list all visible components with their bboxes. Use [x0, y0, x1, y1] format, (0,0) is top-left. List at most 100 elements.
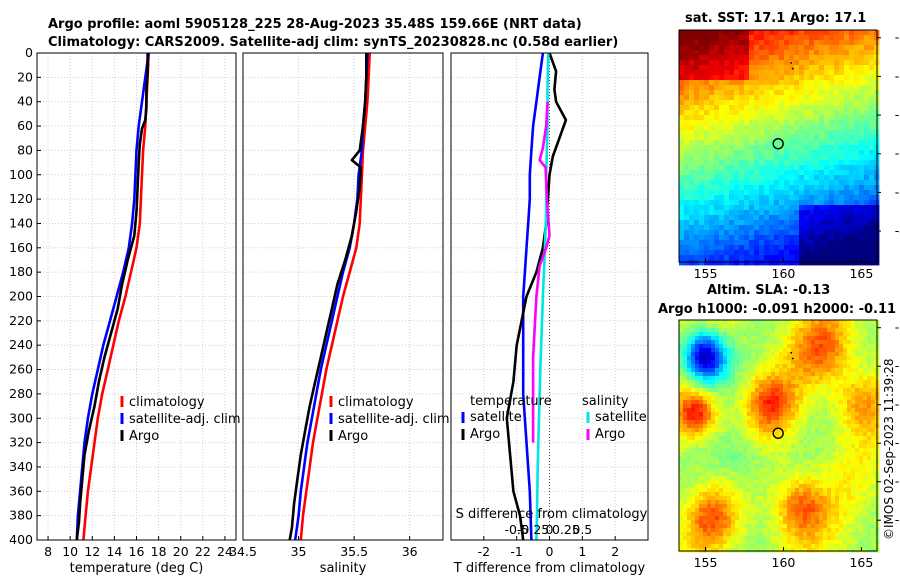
x-tick-label: 155 — [694, 555, 718, 570]
series-line-argo — [75, 53, 149, 541]
x-tick-label: -1 — [510, 544, 522, 559]
sla-map-title-1: Altim. SLA: -0.13 — [707, 283, 830, 298]
y-tick-label: -34 — [895, 107, 900, 122]
y-tick-label: 60 — [17, 118, 33, 133]
axes-frame — [242, 52, 444, 541]
copyright-stamp: ©IMOS 02-Sep-2023 11:39:28 — [882, 358, 896, 540]
y-tick-label: 0 — [25, 45, 33, 60]
x-tick-label: 36 — [402, 544, 418, 559]
y-tick-label: 20 — [17, 69, 33, 84]
series-line-salinity-argo — [531, 101, 551, 443]
x-tick-label: 35 — [291, 544, 307, 559]
y-tick-label: 220 — [9, 313, 33, 328]
y-tick-label: -40 — [895, 223, 900, 238]
legend-label: satellite-adj. clim — [129, 412, 241, 427]
s-tick-label: 0.5 — [572, 522, 592, 537]
legend-label: climatology — [338, 395, 414, 410]
x-tick-label: 155 — [694, 266, 718, 281]
series-line-climatology — [82, 52, 150, 541]
y-tick-label: -32 — [895, 68, 900, 83]
difference-panel: -2 -1 0 1 2 T difference from climatology S di… — [450, 52, 649, 576]
legend-title-temperature: temperature — [470, 394, 552, 409]
y-tick-label: 180 — [9, 264, 33, 279]
y-tick-label: -38 — [895, 184, 900, 199]
x-tick-label: 22 — [195, 544, 211, 559]
series-line-climatology — [299, 52, 371, 541]
y-tick-label: 160 — [9, 240, 33, 255]
x-axis-label: temperature (deg C) — [70, 561, 204, 576]
legend-label: Argo — [338, 429, 368, 444]
legend-label: climatology — [129, 395, 205, 410]
s-tick-label: 0 — [546, 522, 554, 537]
x-tick-label: 160 — [772, 266, 796, 281]
s-tick-label: -0.5 — [504, 522, 528, 537]
sst-map-title: sat. SST: 17.1 Argo: 17.1 — [685, 11, 866, 26]
x-tick-label: 8 — [44, 544, 52, 559]
x-tick-label: 20 — [173, 544, 189, 559]
x-tick-label: 12 — [84, 544, 100, 559]
s-tick-label: 0.25 — [552, 522, 580, 537]
y-tick-label: 80 — [17, 142, 33, 157]
y-tick-label: -30 — [895, 320, 900, 335]
x-tick-label: 165 — [849, 266, 873, 281]
legend-label: satellite-adj. clim — [338, 412, 450, 427]
x-tick-label: 16 — [129, 544, 145, 559]
sla-map-title-2: Argo h1000: -0.091 h2000: -0.11 — [658, 302, 896, 317]
x-tick-label: 0 — [546, 544, 554, 559]
argo-float-marker — [772, 427, 784, 439]
x-tick-label: 165 — [849, 555, 873, 570]
x-tick-label: 10 — [62, 544, 78, 559]
legend-label: Argo — [595, 427, 625, 442]
title-line-2: Climatology: CARS2009. Satellite-adj cli… — [48, 35, 618, 50]
map-frame — [678, 319, 878, 552]
y-tick-label: -30 — [895, 30, 900, 45]
top-axis-label: S difference from climatology — [456, 507, 648, 522]
x-axis-label: salinity — [320, 561, 367, 576]
y-tick-label: 200 — [9, 289, 33, 304]
y-tick-label: -32 — [895, 358, 900, 373]
argo-float-marker — [772, 137, 784, 150]
series-line-argo — [288, 53, 368, 541]
y-tick-label: 300 — [9, 410, 33, 425]
salinity-panel: 34.5 35 35.5 36 salinity climatology satellite… — [229, 52, 450, 576]
x-tick-label: 35.5 — [340, 544, 368, 559]
x-tick-label: 160 — [772, 555, 796, 570]
y-tick-label: -34 — [895, 397, 900, 412]
coast-dot — [791, 357, 794, 360]
y-tick-label: -36 — [895, 435, 900, 450]
series-line-temperature-argo — [505, 52, 568, 541]
y-tick-label: 140 — [9, 215, 33, 230]
x-tick-label: 24 — [217, 544, 233, 559]
x-tick-label: 18 — [151, 544, 167, 559]
legend-title-salinity: salinity — [582, 394, 629, 409]
title-line-1: Argo profile: aoml 5905128_225 28-Aug-20… — [48, 17, 582, 32]
legend-label: Argo — [470, 427, 500, 442]
y-tick-label: 340 — [9, 459, 33, 474]
y-tick-label: -36 — [895, 146, 900, 161]
coast-dot — [791, 67, 794, 70]
map-field — [679, 30, 880, 266]
y-tick-label: 100 — [9, 167, 33, 182]
y-tick-label: 320 — [9, 435, 33, 450]
y-tick-label: 380 — [9, 508, 33, 523]
x-tick-label: -2 — [478, 544, 490, 559]
y-tick-label: 240 — [9, 337, 33, 352]
map-field — [679, 320, 880, 553]
temperature-panel: 8 10 12 14 16 18 20 22 2402040608010012014016018… — [9, 45, 240, 576]
x-axis-label: T difference from climatology — [453, 561, 646, 576]
legend-label: satellite — [470, 410, 522, 425]
y-tick-label: 400 — [9, 532, 33, 547]
legend-label: Argo — [129, 429, 159, 444]
x-tick-label: 1 — [578, 544, 586, 559]
x-tick-label: 2 — [611, 544, 619, 559]
s-tick-label: -0.25 — [517, 522, 549, 537]
y-tick-label: 360 — [9, 483, 33, 498]
y-tick-label: -40 — [895, 512, 900, 527]
x-tick-label: 34.5 — [229, 544, 257, 559]
legend-label: satellite — [595, 410, 647, 425]
x-tick-label: 14 — [106, 544, 122, 559]
y-tick-label: 120 — [9, 191, 33, 206]
y-tick-label: 280 — [9, 386, 33, 401]
coast-dot — [790, 61, 793, 64]
